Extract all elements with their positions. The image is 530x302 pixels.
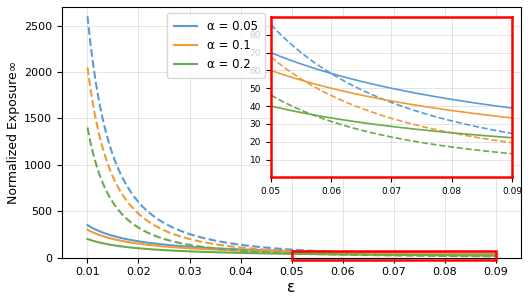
X-axis label: ε: ε: [287, 280, 296, 295]
Bar: [292, 251, 496, 260]
Legend: α = 0.05, α = 0.1, α = 0.2: α = 0.05, α = 0.1, α = 0.2: [167, 13, 265, 78]
Y-axis label: Normalized Exposure∞: Normalized Exposure∞: [7, 61, 20, 204]
